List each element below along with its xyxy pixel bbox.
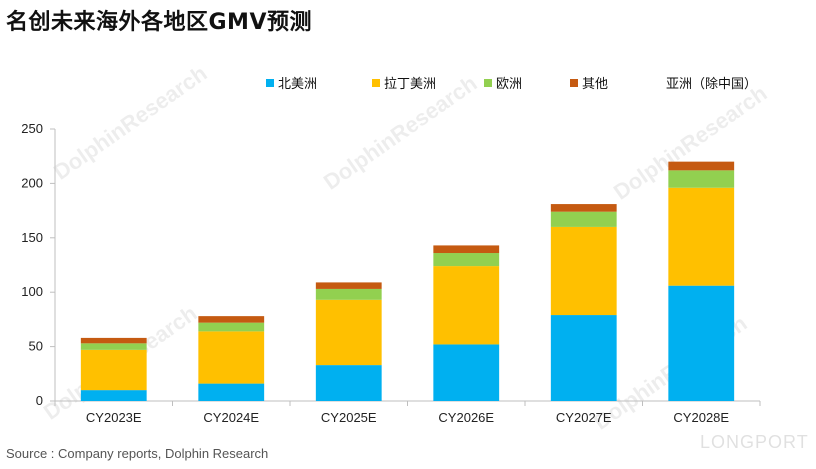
bar-segment (315, 365, 382, 401)
bar-segment (315, 288, 382, 300)
legend-label: 拉丁美洲 (384, 77, 436, 92)
bar-segment (668, 187, 735, 286)
bar-segment (433, 245, 500, 254)
legend-label: 其他 (582, 77, 608, 92)
source-note: Source : Company reports, Dolphin Resear… (6, 446, 269, 461)
chart-title: 名创未来海外各地区GMV预测 (6, 10, 312, 35)
legend-swatch (266, 79, 274, 87)
bar-segment (433, 253, 500, 267)
legend-label: 北美洲 (278, 77, 317, 92)
bar-segment (550, 226, 617, 316)
y-tick-label: 150 (21, 230, 43, 245)
x-tick-label: CY2027E (556, 410, 612, 425)
legend-swatch (484, 79, 492, 87)
bar-segment (80, 343, 147, 350)
y-tick-label: 200 (21, 175, 43, 190)
bar-segment (433, 344, 500, 401)
legend-swatch (372, 79, 380, 87)
bar-segment (550, 211, 617, 227)
legend-swatch (570, 79, 578, 87)
x-tick-label: CY2024E (203, 410, 259, 425)
bar-segment (550, 204, 617, 212)
bar-segment (315, 299, 382, 366)
y-tick-label: 50 (29, 339, 43, 354)
bar-segment (80, 337, 147, 344)
bar-segment (198, 383, 265, 401)
bar-segment (198, 316, 265, 323)
x-tick-label: CY2026E (438, 410, 494, 425)
bar-segment (550, 315, 617, 401)
y-tick-label: 0 (36, 393, 43, 408)
bar-segment (668, 285, 735, 401)
bar-segment (198, 322, 265, 332)
brand-watermark: LONGPORT (700, 432, 809, 452)
bar-segment (315, 282, 382, 289)
legend-label: 欧洲 (496, 77, 522, 92)
y-tick-label: 100 (21, 284, 43, 299)
bar-segment (668, 161, 735, 171)
y-tick-label: 250 (21, 121, 43, 136)
x-tick-label: CY2028E (673, 410, 729, 425)
bar-segment (198, 331, 265, 384)
x-tick-label: CY2023E (86, 410, 142, 425)
bar-segment (433, 266, 500, 345)
bar-segment (80, 390, 147, 401)
x-tick-label: CY2025E (321, 410, 377, 425)
bar-segment (80, 349, 147, 391)
bar-segment (668, 170, 735, 188)
legend-label: 亚洲（除中国） (666, 77, 757, 92)
